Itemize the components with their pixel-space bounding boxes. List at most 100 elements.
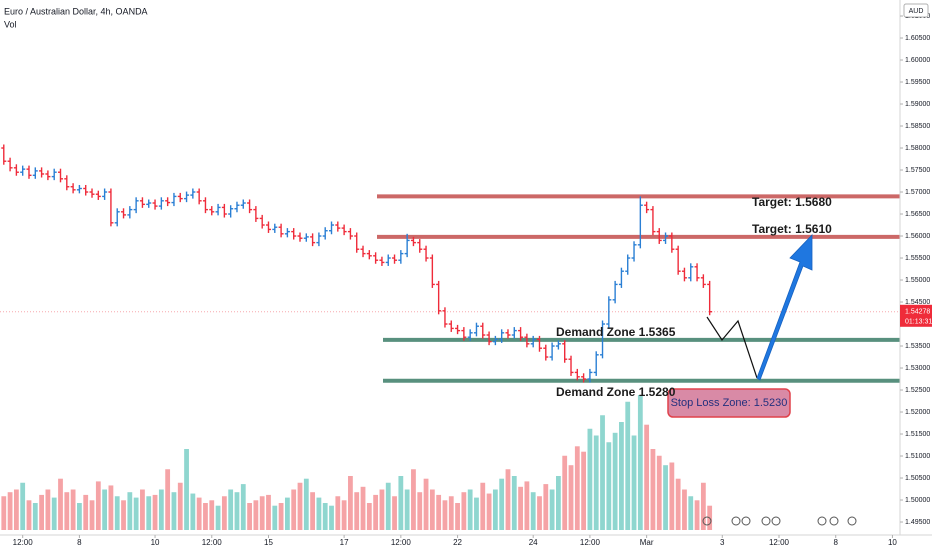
volume-bar	[177, 482, 183, 530]
stop-loss-box	[667, 388, 791, 418]
y-tick-label: 1.59500	[905, 79, 930, 86]
volume-bar	[423, 478, 429, 530]
volume-bar	[505, 469, 511, 530]
x-tick-label: 12:00	[13, 538, 34, 547]
volume-bar	[190, 493, 196, 530]
volume-bar	[474, 497, 479, 530]
volume-bar	[688, 496, 694, 530]
x-tick-label: 12:00	[391, 538, 412, 547]
volume-bar	[366, 503, 372, 530]
x-tick-label: 12:00	[769, 538, 790, 547]
volume-bar	[587, 428, 593, 530]
y-tick-label: 1.55000	[905, 277, 930, 284]
volume-bar	[694, 500, 700, 530]
volume-bar	[348, 476, 353, 530]
volume-bar	[568, 465, 574, 530]
volume-bar	[398, 476, 404, 530]
volume-bar	[146, 496, 152, 530]
volume-bar	[606, 442, 612, 530]
volume-layer	[1, 395, 713, 530]
volume-bar	[26, 500, 32, 530]
event-icon	[829, 516, 839, 526]
volume-bar	[379, 489, 385, 530]
volume-bar	[310, 492, 316, 530]
volume-bar	[392, 496, 397, 530]
y-tick-label: 1.50000	[905, 497, 930, 504]
x-tick-label: 10	[151, 538, 160, 547]
volume-bar	[385, 482, 391, 530]
event-icon	[731, 516, 741, 526]
y-tick-label: 1.52500	[905, 387, 930, 394]
volume-bar	[297, 482, 303, 530]
y-tick-label: 1.57000	[905, 189, 930, 196]
y-tick-label: 1.60000	[905, 57, 930, 64]
volume-bar	[165, 469, 171, 530]
volume-bar	[240, 484, 246, 530]
volume-bar	[411, 469, 416, 530]
last-price-tag	[900, 304, 932, 327]
y-tick-label: 1.56000	[905, 233, 930, 240]
volume-bar	[171, 492, 177, 530]
volume-bar	[133, 497, 139, 530]
volume-bar	[530, 492, 536, 530]
x-tick-label: 15	[264, 538, 273, 547]
volume-bar	[58, 478, 63, 530]
event-icon	[771, 516, 781, 526]
event-icons	[702, 516, 857, 526]
volume-bar	[247, 503, 252, 530]
currency-box	[903, 3, 929, 18]
event-icon	[761, 516, 771, 526]
y-tick-label: 1.53000	[905, 365, 930, 372]
volume-bar	[486, 493, 492, 530]
x-tick-label: 8	[77, 538, 82, 547]
volume-bar	[442, 500, 448, 530]
event-icon	[702, 516, 712, 526]
volume-bar	[203, 503, 208, 530]
volume-bar	[467, 489, 473, 530]
x-tick-label: 12:00	[580, 538, 601, 547]
volume-bar	[354, 492, 360, 530]
y-tick-label: 1.51000	[905, 453, 930, 460]
volume-bar	[436, 494, 442, 530]
volume-bar	[39, 494, 44, 530]
volume-bar	[70, 489, 76, 530]
axes-layer: 1.610001.605001.600001.595001.590001.585…	[13, 13, 932, 547]
x-tick-label: 17	[340, 538, 349, 547]
countdown-label: 01:13:31	[905, 319, 932, 326]
volume-bar	[51, 497, 57, 530]
volume-bar	[152, 494, 158, 530]
volume-bar	[266, 494, 271, 530]
volume-bar	[417, 492, 423, 530]
y-tick-label: 1.60500	[905, 35, 930, 42]
volume-bar	[184, 449, 189, 530]
volume-bar	[461, 492, 467, 530]
annotation: Target: 1.5610	[752, 222, 832, 236]
y-tick-label: 1.59000	[905, 101, 930, 108]
volume-bar	[291, 489, 297, 530]
volume-bar	[121, 500, 126, 530]
indicator-label: Vol	[4, 19, 17, 29]
volume-bar	[682, 489, 687, 530]
volume-bar	[209, 500, 215, 530]
volume-bar	[102, 489, 108, 530]
volume-bar	[77, 503, 82, 530]
y-tick-label: 1.51500	[905, 431, 930, 438]
volume-bar	[404, 489, 410, 530]
volume-bar	[593, 435, 599, 530]
volume-bar	[625, 401, 631, 530]
volume-bar	[140, 489, 145, 530]
volume-bar	[631, 435, 637, 530]
x-tick-label: 10	[888, 538, 897, 547]
volume-bar	[556, 476, 561, 530]
volume-bar	[278, 503, 284, 530]
projection-path	[706, 316, 758, 379]
volume-bar	[95, 481, 101, 530]
y-tick-label: 1.49500	[905, 519, 930, 526]
volume-bar	[574, 446, 580, 530]
y-tick-label: 1.50500	[905, 475, 930, 482]
volume-bar	[448, 496, 454, 530]
volume-bar	[32, 503, 38, 530]
volume-bar	[637, 395, 643, 530]
